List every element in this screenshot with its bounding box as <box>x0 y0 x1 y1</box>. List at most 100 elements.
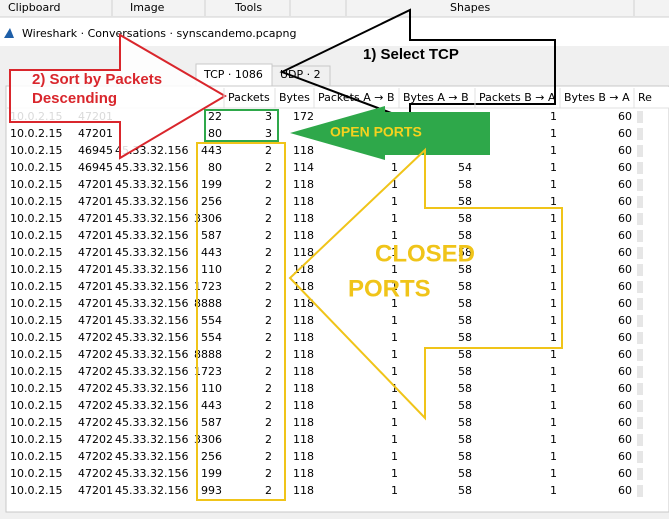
cell: 58 <box>458 195 472 208</box>
cell: 45.33.32.156 <box>115 212 188 225</box>
cell: 58 <box>458 348 472 361</box>
cell: 10.0.2.15 <box>10 433 62 446</box>
cell: 993 <box>201 484 222 497</box>
cell: 443 <box>201 399 222 412</box>
column-header[interactable]: Packets A → B <box>318 91 395 104</box>
red-arrow <box>9 33 227 160</box>
cell: 45.33.32.156 <box>115 331 188 344</box>
cell: 45.33.32.156 <box>115 348 188 361</box>
cell: 10.0.2.15 <box>10 263 62 276</box>
cell: 118 <box>293 280 314 293</box>
cell: 1 <box>391 365 398 378</box>
cell: 1 <box>391 280 398 293</box>
cell: 10.0.2.15 <box>10 161 62 174</box>
cell: 114 <box>293 161 314 174</box>
cell: 58 <box>458 399 472 412</box>
cell: 58 <box>458 229 472 242</box>
cell: 2 <box>265 178 272 191</box>
cell: 10.0.2.15 <box>10 399 62 412</box>
cell: 45.33.32.156 <box>115 297 188 310</box>
cell: 47201 <box>78 195 113 208</box>
cell: 47202 <box>78 348 113 361</box>
cell: 1 <box>391 297 398 310</box>
cell: 47202 <box>78 331 113 344</box>
cell: 2 <box>265 399 272 412</box>
row-stub <box>637 264 643 276</box>
ribbon-group-label: Clipboard <box>8 1 61 14</box>
cell: 172 <box>293 110 314 123</box>
row-stub <box>637 332 643 344</box>
annotation-closed-ports: PORTS <box>348 275 431 302</box>
cell: 60 <box>618 450 632 463</box>
cell: 46945 <box>78 161 113 174</box>
cell: 47201 <box>78 484 113 497</box>
cell: 110 <box>201 263 222 276</box>
cell: 54 <box>458 161 472 174</box>
cell: 10.0.2.15 <box>10 348 62 361</box>
yellow-arrow <box>288 147 563 421</box>
ribbon-bar <box>0 0 669 17</box>
cell: 3306 <box>194 212 222 225</box>
cell: 22 <box>208 110 222 123</box>
row-stub <box>637 230 643 242</box>
cell: 118 <box>293 484 314 497</box>
column-header[interactable]: Bytes A → B <box>403 91 469 104</box>
cell: 1 <box>550 467 557 480</box>
cell: 45.33.32.156 <box>115 280 188 293</box>
cell: 60 <box>618 280 632 293</box>
cell: 1 <box>391 212 398 225</box>
column-header[interactable]: Re <box>638 91 652 104</box>
column-header[interactable]: Packets B → A <box>479 91 556 104</box>
cell: 2 <box>265 433 272 446</box>
cell: 47202 <box>78 416 113 429</box>
cell: 45.33.32.156 <box>115 178 188 191</box>
annotation-select-tcp: 1) Select TCP <box>363 46 459 63</box>
row-stub <box>637 451 643 463</box>
cell: 1 <box>391 467 398 480</box>
cell: 118 <box>293 467 314 480</box>
column-header[interactable]: Packets <box>228 91 270 104</box>
cell: 60 <box>618 110 632 123</box>
cell: 10.0.2.15 <box>10 144 62 157</box>
cell: 2 <box>265 161 272 174</box>
cell: 2 <box>265 314 272 327</box>
cell: 10.0.2.15 <box>10 178 62 191</box>
cell: 60 <box>618 297 632 310</box>
cell: 1 <box>391 246 398 259</box>
cell: 118 <box>293 178 314 191</box>
cell: 10.0.2.15 <box>10 297 62 310</box>
cell: 8888 <box>194 297 222 310</box>
cell: 58 <box>458 212 472 225</box>
cell: 1 <box>550 280 557 293</box>
column-header[interactable]: Bytes <box>279 91 310 104</box>
cell: 199 <box>201 467 222 480</box>
row-stub <box>637 485 643 497</box>
cell: 60 <box>618 229 632 242</box>
tab-label[interactable]: UDP · 2 <box>280 68 321 81</box>
cell: 554 <box>201 331 222 344</box>
cell: 118 <box>293 399 314 412</box>
cell: 118 <box>293 314 314 327</box>
row-stub <box>637 145 643 157</box>
cell: 47202 <box>78 467 113 480</box>
cell: 58 <box>458 263 472 276</box>
column-header[interactable]: Bytes B → A <box>564 91 630 104</box>
cell: 10.0.2.15 <box>10 212 62 225</box>
cell: 1 <box>391 416 398 429</box>
cell: 1 <box>391 348 398 361</box>
cell: 256 <box>201 450 222 463</box>
cell: 45.33.32.156 <box>115 399 188 412</box>
green-arrow <box>290 106 490 160</box>
row-stub <box>637 383 643 395</box>
cell: 45.33.32.156 <box>115 246 188 259</box>
cell: 1 <box>550 195 557 208</box>
cell: 10.0.2.15 <box>10 127 62 140</box>
tab-label[interactable]: TCP · 1086 <box>203 68 263 81</box>
cell: 1 <box>391 314 398 327</box>
cell: 60 <box>618 195 632 208</box>
cell: 60 <box>618 161 632 174</box>
cell: 1 <box>550 263 557 276</box>
ribbon-group-label: Image <box>130 1 165 14</box>
